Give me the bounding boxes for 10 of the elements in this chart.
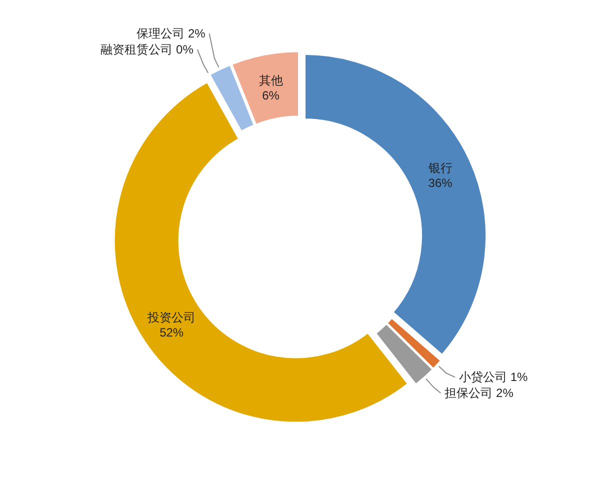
slice-label: 保理公司 2% [136, 26, 206, 41]
data-label: 52% [160, 325, 184, 340]
slice-label: 投资公司 [146, 310, 196, 324]
slice-label: 银行 [427, 160, 452, 175]
category-label: 融资租赁公司 0% [100, 42, 194, 57]
slice-label: 小贷公司 1% [459, 370, 528, 384]
slice-label: 其他 [258, 74, 283, 88]
data-label: 36% [428, 176, 453, 190]
slice-label: 担保公司 2% [444, 386, 514, 400]
data-label: 6% [262, 88, 280, 103]
